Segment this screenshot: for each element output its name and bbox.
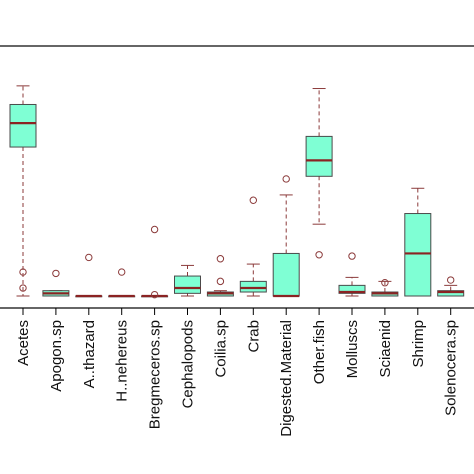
x-tick-label: Solenocera.sp (443, 320, 460, 416)
box-iqr (174, 275, 201, 294)
box-iqr (9, 103, 37, 148)
x-tick-label: Cephalopods (180, 320, 197, 408)
x-tick-label: A..thazard (81, 320, 98, 388)
x-tick-label: Crab (245, 320, 262, 353)
box-iqr (437, 290, 465, 297)
outlier-point (216, 255, 225, 263)
x-tick-label: H..nehereus (114, 320, 131, 402)
outlier-point (85, 253, 93, 262)
box-iqr (404, 213, 432, 297)
x-tick-label: Coilia.sp (212, 320, 229, 378)
outlier-point (150, 290, 159, 299)
outlier-point (315, 251, 323, 259)
box-iqr (338, 284, 366, 294)
outlier-point (381, 279, 389, 287)
outlier-point (216, 277, 225, 286)
outlier-point (282, 175, 290, 183)
outlier-point (150, 225, 159, 234)
x-tick-label: Other.fish (311, 320, 328, 384)
x-tick-label: Shrimp (410, 320, 427, 368)
x-tick-label: Bregmeceros.sp (147, 320, 164, 429)
box-iqr (305, 135, 333, 177)
plot-frame (0, 45, 474, 309)
outlier-point (447, 276, 455, 284)
x-tick-label: Sciaenid (377, 320, 394, 378)
outlier-point (118, 268, 126, 276)
x-tick-label: Digested.Material (278, 320, 295, 437)
box-iqr (272, 252, 300, 297)
outlier-point (19, 268, 27, 276)
x-tick-label: Apogon.sp (48, 320, 65, 392)
outlier-point (52, 269, 60, 278)
outlier-point (348, 252, 356, 260)
x-tick-label: Molluscs (344, 320, 361, 378)
outlier-point (19, 284, 27, 292)
x-tick-label: Acetes (15, 320, 32, 366)
box-iqr (239, 280, 267, 293)
outlier-point (249, 196, 258, 204)
